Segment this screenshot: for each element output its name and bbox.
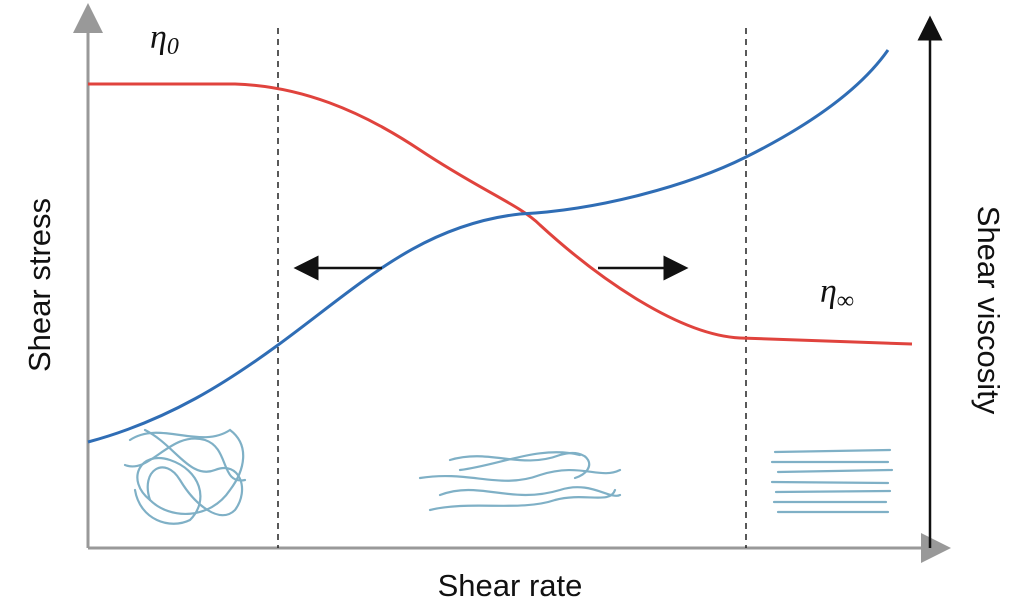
eta-symbol: η (150, 19, 167, 56)
eta-infinity: η∞ (820, 273, 854, 314)
left-axis-label: Shear stress (22, 198, 57, 372)
eta-symbol: η (820, 273, 837, 310)
eta-subscript: 0 (167, 34, 179, 60)
eta-zero: η0 (150, 19, 179, 60)
viscosity-curve (88, 84, 912, 344)
diagram: Shear rate Shear stress Shear viscosity … (0, 0, 1015, 601)
right-axis-label: Shear viscosity (971, 206, 1006, 415)
aligned-polymer (772, 450, 892, 512)
x-axis-label: Shear rate (438, 568, 583, 601)
aligning-polymer (420, 452, 620, 510)
eta-subscript: ∞ (837, 288, 854, 314)
stress-curve (88, 50, 888, 442)
coiled-polymer (125, 430, 245, 524)
